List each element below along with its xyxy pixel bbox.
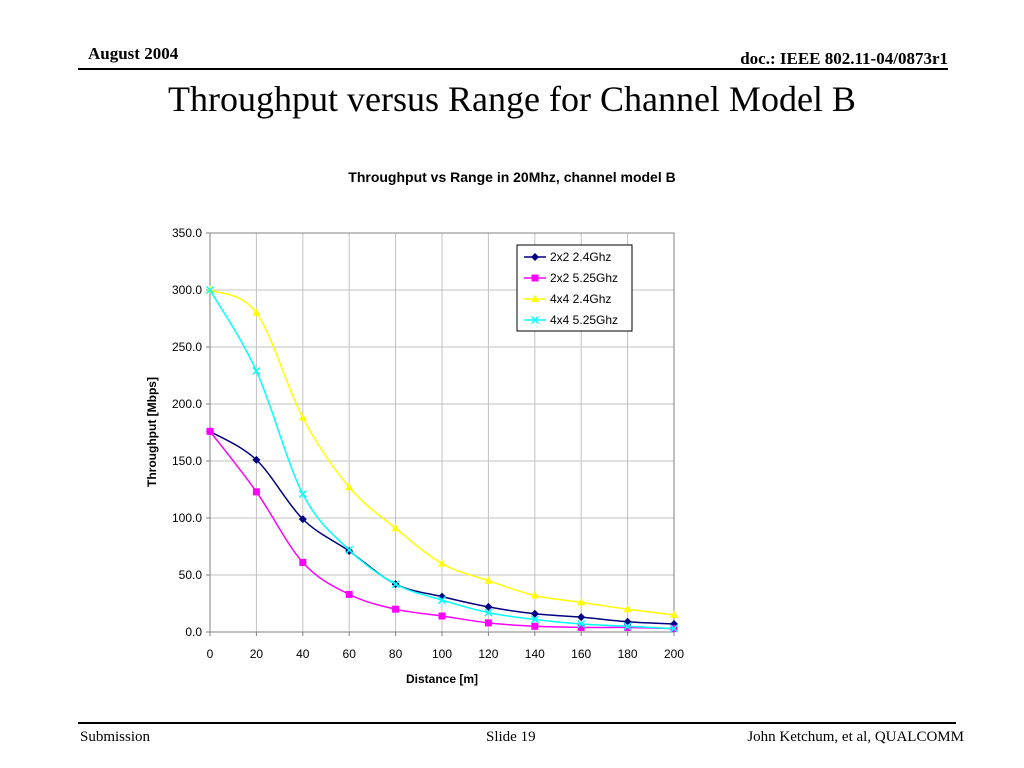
data-point xyxy=(484,619,492,627)
legend-item-2x2-2-4ghz: 2x2 2.4Ghz xyxy=(524,250,611,264)
y-tick-label: 250.0 xyxy=(172,340,202,354)
y-tick-label: 150.0 xyxy=(172,454,202,468)
footer-rule xyxy=(78,722,956,724)
slide-title: Throughput versus Range for Channel Mode… xyxy=(168,79,856,119)
data-point xyxy=(484,576,493,584)
data-point xyxy=(298,413,307,421)
x-axis-label: Distance [m] xyxy=(406,672,478,686)
data-point xyxy=(391,580,400,589)
series-2x2-2-4ghz xyxy=(206,427,678,629)
header-rule xyxy=(78,68,948,70)
data-point xyxy=(438,559,446,567)
data-point xyxy=(252,366,261,375)
footer-author: John Ketchum, et al, QUALCOMM xyxy=(747,729,964,745)
data-point xyxy=(670,610,678,618)
y-axis-label: Throughput [Mbps] xyxy=(145,377,159,487)
data-point xyxy=(624,623,632,631)
header-date: August 2004 xyxy=(88,44,179,63)
series-4x4-5-25ghz xyxy=(205,285,679,633)
legend-marker xyxy=(530,315,540,325)
legend-marker xyxy=(531,274,539,282)
data-point xyxy=(345,482,354,491)
data-point xyxy=(530,609,539,618)
data-point xyxy=(577,613,586,622)
data-point xyxy=(345,545,354,554)
data-point xyxy=(252,308,261,316)
footer-slide-number: Slide 19 xyxy=(486,729,536,745)
legend-label: 2x2 5.25Ghz xyxy=(550,271,618,285)
y-tick-label: 50.0 xyxy=(179,568,203,582)
legend-marker xyxy=(531,253,539,261)
series-line xyxy=(209,289,675,630)
data-point xyxy=(345,590,353,598)
y-tick-label: 350.0 xyxy=(172,226,202,240)
data-point xyxy=(577,597,586,606)
x-tick-label: 140 xyxy=(525,647,545,661)
x-tick-label: 180 xyxy=(618,647,638,661)
data-point xyxy=(252,455,261,464)
legend-item-4x4-2-4ghz: 4x4 2.4Ghz xyxy=(524,292,611,306)
x-tick-label: 40 xyxy=(296,647,310,661)
data-point xyxy=(531,622,539,630)
legend-item-4x4-5-25ghz: 4x4 5.25Ghz xyxy=(524,313,618,327)
data-point xyxy=(530,591,539,599)
chart-title: Throughput vs Range in 20Mhz, channel mo… xyxy=(348,169,675,185)
data-point xyxy=(438,612,446,620)
series-line xyxy=(209,289,675,616)
chart-series xyxy=(205,285,679,633)
data-point xyxy=(577,623,585,631)
data-point xyxy=(484,602,493,611)
data-point xyxy=(577,619,586,629)
x-tick-label: 160 xyxy=(571,647,591,661)
y-tick-label: 200.0 xyxy=(172,397,202,411)
x-tick-label: 0 xyxy=(207,647,214,661)
legend-label: 4x4 5.25Ghz xyxy=(550,313,618,327)
data-point xyxy=(530,615,539,624)
legend-label: 2x2 2.4Ghz xyxy=(550,250,611,264)
x-tick-label: 20 xyxy=(250,647,264,661)
data-point xyxy=(206,427,214,435)
data-point xyxy=(345,547,354,556)
legend-label: 4x4 2.4Ghz xyxy=(550,292,611,306)
legend-marker xyxy=(531,294,539,302)
x-axis: 0 20 40 60 80 100 120 140 160 180 200 xyxy=(207,632,684,661)
y-tick-label: 300.0 xyxy=(172,283,202,297)
y-tick-label: 100.0 xyxy=(172,511,202,525)
header-doc-id: doc.: IEEE 802.11-04/0873r1 xyxy=(740,49,948,68)
data-point xyxy=(252,488,260,496)
data-point xyxy=(623,622,632,631)
data-point xyxy=(298,490,307,499)
footer-submission: Submission xyxy=(80,729,151,745)
x-tick-label: 80 xyxy=(389,647,403,661)
data-point xyxy=(437,596,447,605)
data-point xyxy=(299,558,307,566)
y-axis: 0.0 50.0 100.0 150.0 200.0 250.0 300.0 350.0 xyxy=(172,226,210,639)
data-point xyxy=(392,605,400,613)
chart-legend: 2x2 2.4Ghz 2x2 5.25Ghz 4x4 2.4Ghz 4x4 5.25G… xyxy=(516,244,633,332)
x-tick-label: 120 xyxy=(478,647,498,661)
y-tick-label: 0.0 xyxy=(185,625,202,639)
data-point xyxy=(298,515,307,524)
x-tick-label: 100 xyxy=(432,647,452,661)
legend-item-2x2-5-25ghz: 2x2 5.25Ghz xyxy=(524,271,618,285)
data-point xyxy=(484,608,493,617)
x-tick-label: 60 xyxy=(343,647,357,661)
data-point xyxy=(623,604,632,613)
data-point xyxy=(205,285,215,295)
data-point xyxy=(669,624,679,633)
x-tick-label: 200 xyxy=(664,647,684,661)
data-point xyxy=(391,523,400,532)
